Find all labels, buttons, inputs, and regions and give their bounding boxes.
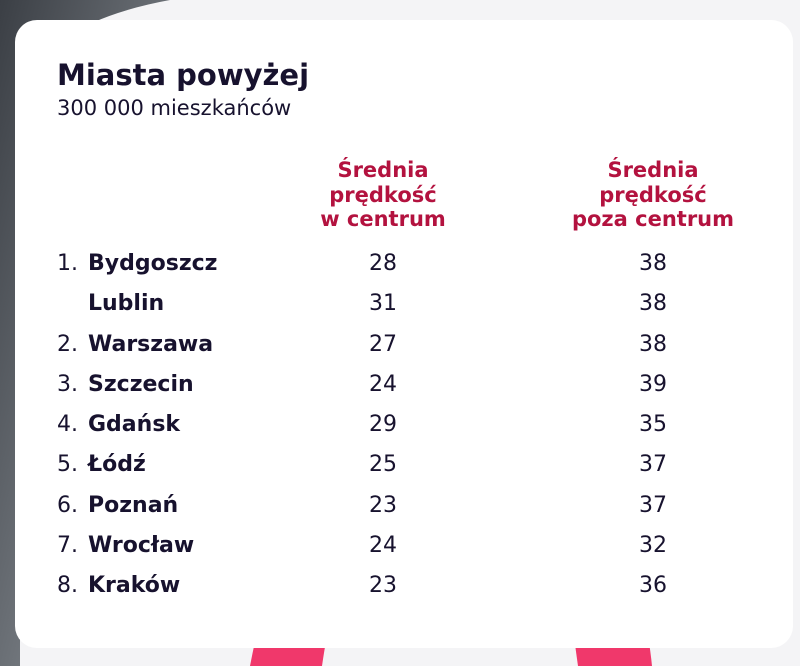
rank: 6. xyxy=(57,493,78,518)
title: Miasta powyżej xyxy=(57,58,310,92)
city: Lublin xyxy=(88,291,165,316)
city: Kraków xyxy=(88,573,181,598)
rank: 8. xyxy=(57,573,78,598)
city: Warszawa xyxy=(88,332,214,357)
header-line: Średnia xyxy=(337,158,429,182)
header-line: w centrum xyxy=(320,207,446,231)
column-header: Średnia prędkość poza centrum xyxy=(533,158,773,232)
city: Bydgoszcz xyxy=(88,251,218,276)
value: 37 xyxy=(639,493,667,518)
rank: 2. xyxy=(57,332,78,357)
value: 36 xyxy=(639,573,667,598)
city: Gdańsk xyxy=(88,412,181,437)
value: 35 xyxy=(639,412,667,437)
subtitle: 300 000 mieszkańców xyxy=(57,96,292,120)
rank: 3. xyxy=(57,372,78,397)
value: 23 xyxy=(369,493,397,518)
value: 23 xyxy=(369,573,397,598)
value: 24 xyxy=(369,372,397,397)
rank: 4. xyxy=(57,412,78,437)
value: 37 xyxy=(639,452,667,477)
value: 38 xyxy=(639,291,667,316)
value: 24 xyxy=(369,533,397,558)
rank: 7. xyxy=(57,533,78,558)
city: Poznań xyxy=(88,493,179,518)
rank: 5. xyxy=(57,452,78,477)
column-header: Średnia prędkość w centrum xyxy=(263,158,503,232)
value: 25 xyxy=(369,452,397,477)
city: Łódź xyxy=(88,452,146,477)
value: 31 xyxy=(369,291,397,316)
value: 27 xyxy=(369,332,397,357)
city: Wrocław xyxy=(88,533,195,558)
value: 32 xyxy=(639,533,667,558)
header-line: poza centrum xyxy=(571,207,735,231)
card xyxy=(15,20,793,648)
value: 29 xyxy=(369,412,397,437)
header-line: Średnia xyxy=(607,158,699,182)
value: 28 xyxy=(369,251,397,276)
value: 39 xyxy=(639,372,667,397)
value: 38 xyxy=(639,332,667,357)
city: Szczecin xyxy=(88,372,194,397)
header-line: prędkość xyxy=(329,182,437,207)
value: 38 xyxy=(639,251,667,276)
rank: 1. xyxy=(57,251,78,276)
header-line: prędkość xyxy=(599,182,707,207)
